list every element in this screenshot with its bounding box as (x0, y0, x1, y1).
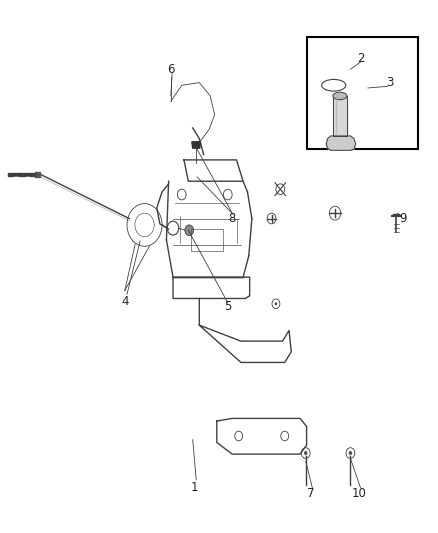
Polygon shape (13, 173, 19, 175)
Ellipse shape (333, 92, 347, 100)
Bar (307, 37, 418, 149)
Polygon shape (333, 96, 347, 136)
Circle shape (275, 302, 277, 305)
Circle shape (349, 451, 352, 455)
Polygon shape (30, 173, 34, 176)
Text: 2: 2 (357, 52, 365, 65)
Text: 9: 9 (399, 212, 407, 225)
Polygon shape (192, 142, 201, 148)
Text: 10: 10 (352, 487, 367, 499)
Polygon shape (8, 173, 13, 176)
Text: 7: 7 (307, 487, 315, 499)
Text: 4: 4 (121, 295, 129, 308)
Polygon shape (25, 173, 30, 175)
Polygon shape (19, 173, 25, 176)
Text: 3: 3 (386, 76, 393, 89)
Text: 6: 6 (167, 63, 175, 76)
Polygon shape (127, 204, 162, 246)
Circle shape (185, 225, 194, 236)
Polygon shape (326, 136, 356, 150)
Polygon shape (127, 204, 162, 246)
Polygon shape (35, 172, 40, 177)
Circle shape (304, 451, 307, 455)
Text: 8: 8 (229, 212, 236, 225)
Bar (191, 229, 223, 251)
Text: 1: 1 (191, 481, 199, 494)
Text: 5: 5 (224, 300, 231, 313)
